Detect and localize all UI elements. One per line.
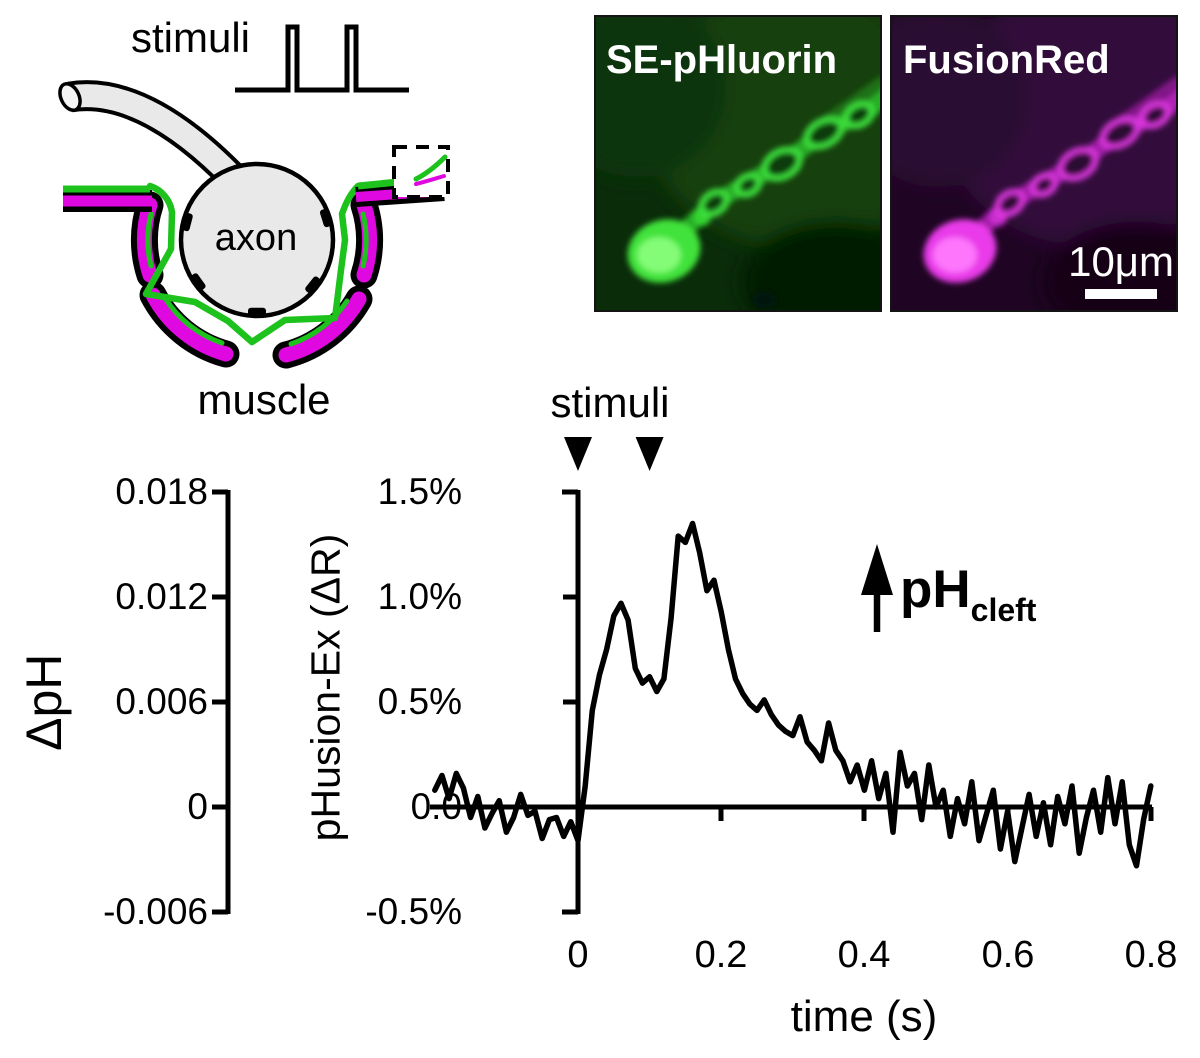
muscle-label: muscle [197, 376, 331, 423]
x-tick-label: 0.4 [837, 934, 891, 976]
fusionred-image [892, 17, 1176, 310]
y-axis [562, 489, 581, 915]
se-phluorin-image [596, 17, 880, 310]
dpH-axis [212, 489, 231, 915]
stimulus-pulse-trace [235, 24, 409, 93]
x-tick-label: 0.6 [981, 934, 1035, 976]
dR-tick-label: 1.5% [377, 471, 462, 512]
zoom-region-box [392, 145, 450, 199]
dpH-tick-label: 0.006 [115, 681, 208, 722]
scale-bar [1085, 289, 1157, 299]
dpH-tick-label: -0.006 [103, 891, 208, 932]
dR-tick-label: 0.5% [377, 681, 462, 722]
x-tick-label: 0 [567, 934, 589, 976]
dR-tick-label: 1.0% [377, 576, 462, 617]
stimuli-arrowheads [564, 437, 664, 471]
cleft-membrane-green [142, 182, 362, 346]
ph-cleft-annotation: pHcleft [900, 562, 1036, 628]
stimulus-arrowhead [635, 437, 664, 471]
axon-tube-opening [58, 82, 82, 112]
dpH-tick-label: 0.018 [115, 471, 208, 512]
x-axis-title: time (s) [790, 992, 938, 1041]
x-tick-label: 0.2 [694, 934, 748, 976]
se-phluorin-label: SE-pHluorin [606, 38, 838, 82]
x-tick-label: 0.8 [1124, 934, 1178, 976]
membrane-left [63, 185, 152, 212]
dpH-tick-label: 0 [187, 786, 208, 827]
trace-polyline [432, 520, 1154, 869]
micrograph-se-phluorin [594, 15, 882, 312]
ph-cleft-up-arrow-icon [861, 544, 893, 632]
ph-cleft-text: pH [900, 560, 971, 619]
micrograph-fusionred [890, 15, 1178, 312]
schematic-stimuli-label: stimuli [131, 14, 251, 61]
stimulus-arrowhead [564, 437, 592, 471]
dR-axis-title: pHusion-Ex (ΔR) [302, 533, 349, 842]
chart-stimuli-label: stimuli [550, 379, 670, 426]
axon-label: axon [214, 217, 298, 259]
fusionred-label: FusionRed [903, 38, 1110, 82]
dR-tick-label: 0.0 [410, 786, 462, 827]
ph-cleft-subscript: cleft [970, 592, 1037, 628]
dpH-tick-label: 0.012 [115, 576, 208, 617]
dR-tick-label: -0.5% [365, 891, 462, 932]
scale-bar-label: 10μm [1068, 238, 1174, 285]
axon-tube [58, 80, 257, 201]
dpH-axis-title: ΔpH [15, 653, 72, 751]
active-zone-dots [181, 208, 332, 317]
